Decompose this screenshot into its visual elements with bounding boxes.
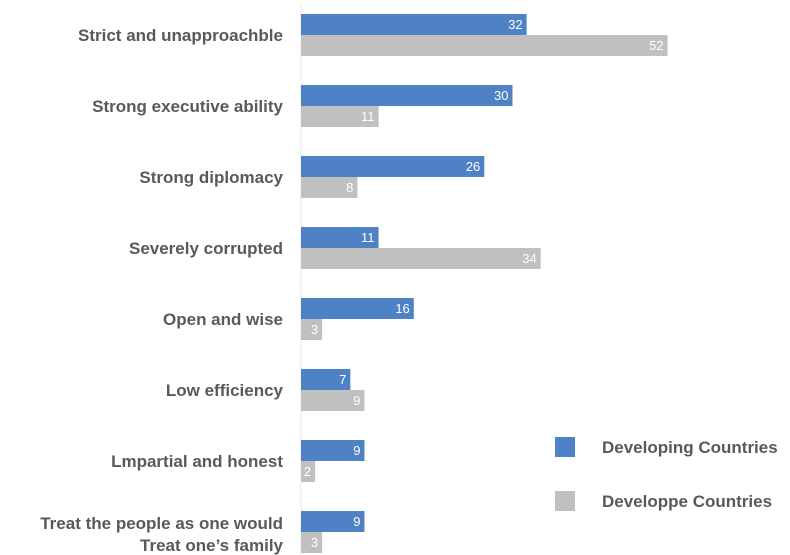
bar-developing [301,511,365,532]
bar-developed [301,532,323,553]
bar-developed [301,106,379,127]
category-label-line: Lmpartial and honest [111,452,283,471]
bar-developed [301,390,365,411]
bar-developing [301,440,365,461]
data-label: 52 [649,38,663,53]
bar-developing [301,156,485,177]
category-label-line: Strong diplomacy [139,168,283,187]
data-label: 30 [494,88,508,103]
category-label: Low efficiency [166,381,284,400]
category-label: Treat the people as one would Treat one’s… [40,514,283,555]
category-label-line: Open and wise [163,310,283,329]
category-label: Open and wise [163,310,283,329]
category-labels: Strict and unapproachble Strong executive… [40,26,283,555]
category-label: Strict and unapproachble [78,26,283,45]
bar-developed [301,461,316,482]
bar-developing [301,85,513,106]
category-label: Strong executive ability [92,97,283,116]
data-label: 9 [353,443,360,458]
category-label: Severely corrupted [129,239,283,258]
category-label-line: Treat one’s family [140,536,284,555]
bar-developed [301,319,323,340]
category-label-line: Low efficiency [166,381,284,400]
bar-developing [301,369,351,390]
bar-developing [301,14,527,35]
category-label-line: Severely corrupted [129,239,283,258]
data-label: 9 [353,514,360,529]
bar-developing [301,227,379,248]
category-label-line: Strict and unapproachble [78,26,283,45]
data-label: 7 [339,372,346,387]
data-label: 11 [361,109,375,124]
legend: Developing Countries Developpe Countries [555,437,778,511]
category-label-line: Treat the people as one would [40,514,283,533]
data-label: 2 [304,464,311,479]
bar-developed [301,35,668,56]
legend-swatch [555,491,575,511]
bar-developed [301,248,541,269]
legend-label: Developpe Countries [602,492,772,511]
data-label: 32 [508,17,522,32]
data-label: 16 [395,301,409,316]
bar-developing [301,298,414,319]
legend-swatch [555,437,575,457]
category-label: Strong diplomacy [139,168,283,187]
data-label: 9 [353,393,360,408]
data-label: 3 [311,322,318,337]
bar-developed [301,177,358,198]
data-label: 11 [361,230,375,245]
legend-label: Developing Countries [602,438,778,457]
category-label-line: Strong executive ability [92,97,283,116]
data-label: 34 [522,251,536,266]
data-label: 26 [466,159,480,174]
category-label: Lmpartial and honest [111,452,283,471]
data-label: 3 [311,535,318,550]
data-label: 8 [346,180,353,195]
